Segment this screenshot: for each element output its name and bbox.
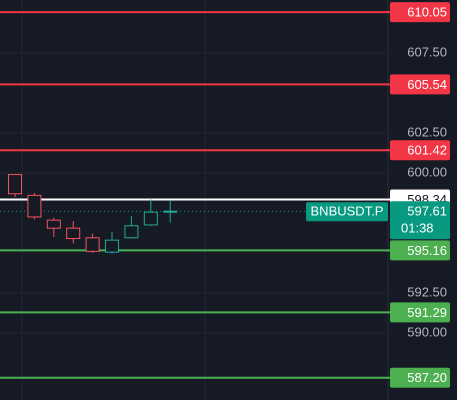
level-label-box	[390, 240, 450, 261]
symbol-label: BNBUSDT.P	[311, 204, 384, 219]
level-label-box	[390, 367, 450, 388]
candle-body	[8, 174, 22, 195]
y-tick-label: 590.00	[407, 324, 447, 339]
candle-body	[46, 219, 61, 229]
level-label: 610.05	[407, 5, 447, 20]
candle-body	[105, 239, 119, 253]
price-label: 597.61	[407, 204, 447, 219]
candle-body	[27, 194, 42, 218]
level-label: 591.29	[407, 305, 447, 320]
price-box	[390, 201, 450, 240]
level-label-box	[390, 2, 450, 23]
y-tick-label: 592.50	[407, 284, 447, 299]
level-label-box	[390, 74, 450, 95]
level-label-box	[390, 140, 450, 161]
level-label: 605.54	[407, 77, 447, 92]
level-label-box	[390, 302, 450, 323]
candle-body	[85, 237, 100, 252]
level-label: 587.20	[407, 370, 447, 385]
level-label: 601.42	[407, 143, 447, 158]
candle-body	[143, 211, 158, 226]
candle-body	[66, 227, 81, 240]
level-label: 595.16	[407, 243, 447, 258]
countdown-label: 01:38	[401, 221, 434, 236]
candle-body	[163, 210, 178, 213]
y-tick-label: 602.50	[407, 124, 447, 139]
symbol-box	[306, 202, 388, 222]
y-tick-label: 607.50	[407, 44, 447, 59]
y-tick-label: 600.00	[407, 164, 447, 179]
candle-body	[124, 225, 139, 239]
